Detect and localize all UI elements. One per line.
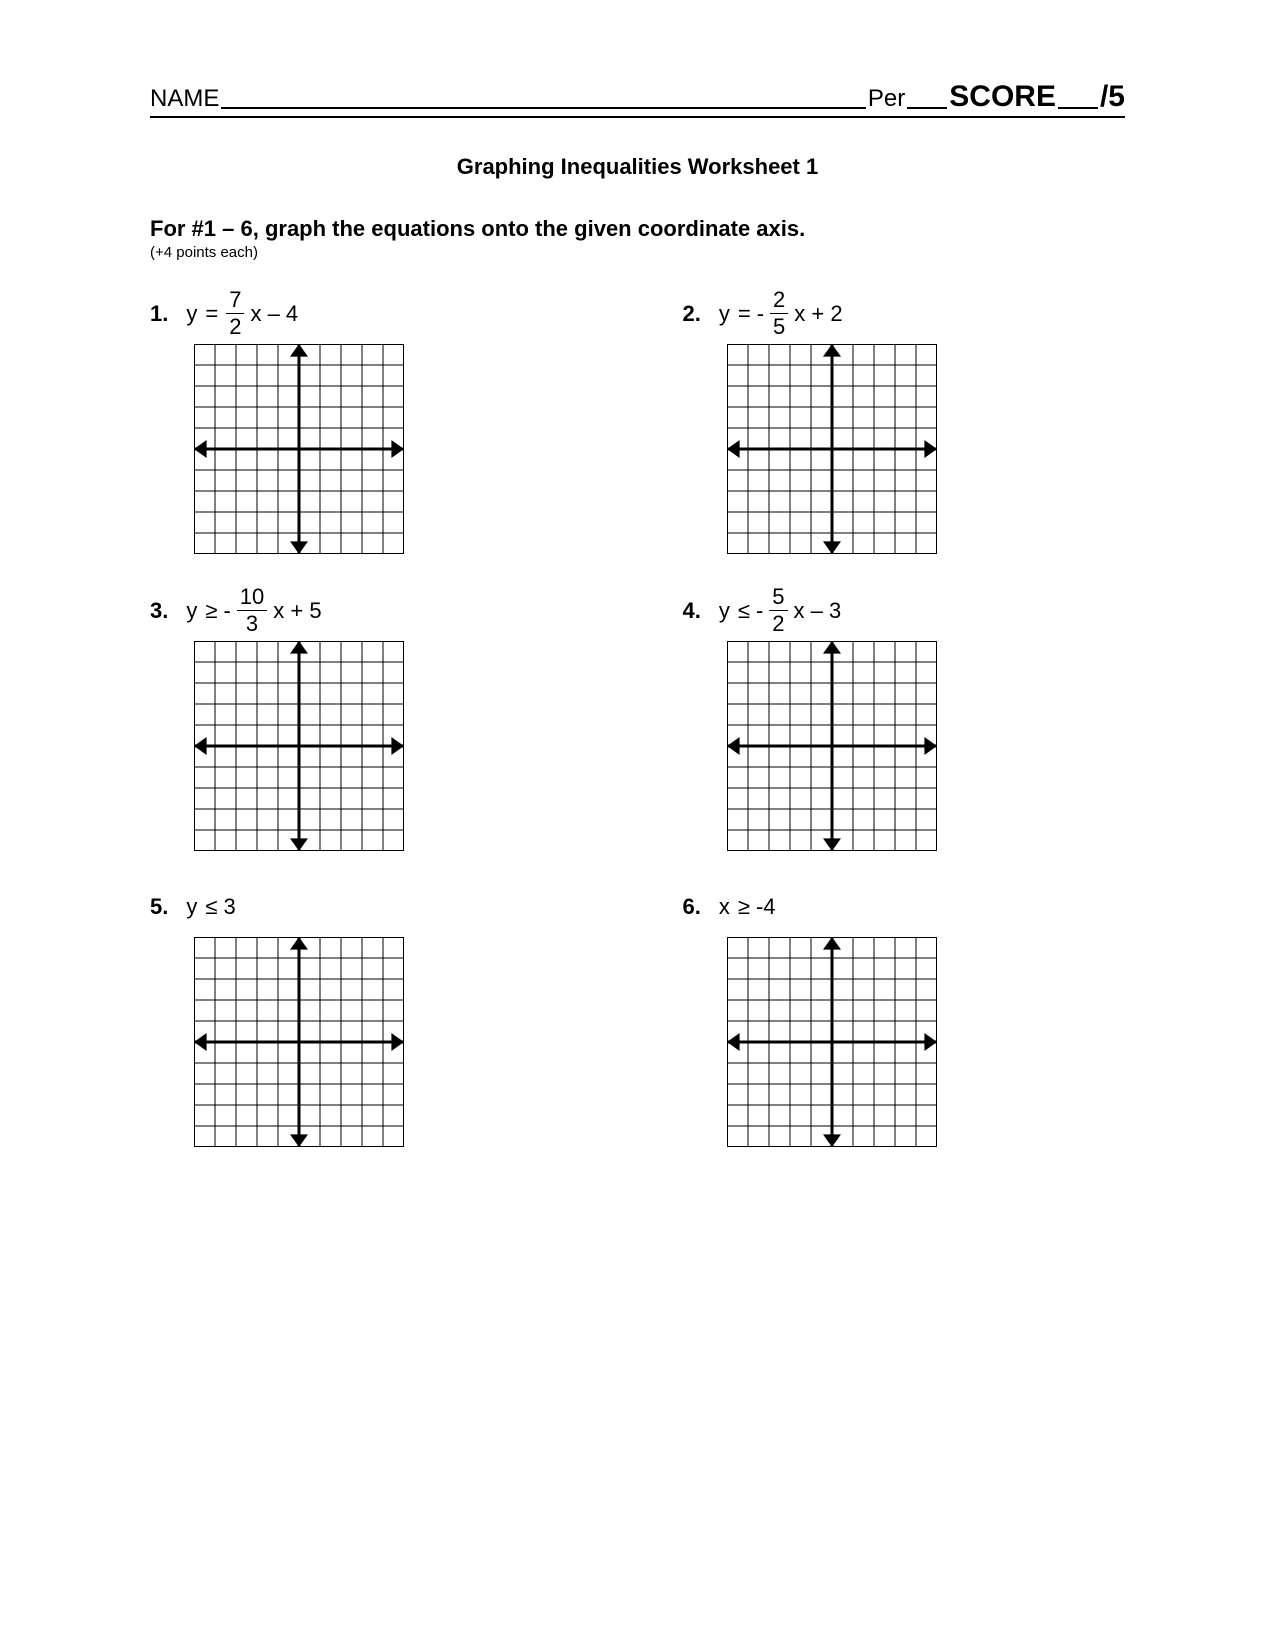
- fraction-numerator: 5: [769, 586, 787, 608]
- header-row: NAME Per SCORE /5: [150, 80, 1125, 114]
- equation: y≥-103x + 5: [186, 586, 321, 635]
- fraction: 103: [237, 586, 267, 635]
- equation-relation: =: [738, 301, 751, 327]
- problem-number: 4.: [683, 598, 701, 624]
- problem-header: 2.y=-25x + 2: [683, 289, 1126, 338]
- score-outof: /5: [1100, 80, 1125, 114]
- equation-tail: -4: [756, 894, 776, 920]
- equation-tail: x + 5: [273, 598, 321, 624]
- equation-lhs: x: [719, 894, 730, 920]
- fraction-numerator: 7: [226, 289, 244, 311]
- problem: 6. x ≥-4: [683, 883, 1126, 1147]
- problem: 1.y=72x – 4: [150, 289, 593, 554]
- problem: 3.y≥-103x + 5: [150, 586, 593, 851]
- problem-header: 5. y ≤3: [150, 883, 593, 931]
- negative-sign: -: [757, 301, 764, 327]
- fraction-denominator: 2: [769, 613, 787, 635]
- problem: 4.y≤-52x – 3: [683, 586, 1126, 851]
- negative-sign: -: [756, 598, 763, 624]
- equation-relation: =: [205, 301, 218, 327]
- problem: 5. y ≤3: [150, 883, 593, 1147]
- period-label: Per: [868, 85, 905, 113]
- equation-tail: x – 4: [250, 301, 298, 327]
- equation: y ≤3: [186, 894, 235, 920]
- problem-number: 5.: [150, 894, 168, 920]
- fraction: 72: [226, 289, 244, 338]
- equation: y=72x – 4: [186, 289, 298, 338]
- coordinate-plane-wrap: [194, 937, 593, 1147]
- coordinate-plane-wrap: [727, 641, 1126, 851]
- fraction-denominator: 5: [770, 316, 788, 338]
- equation-lhs: y: [186, 894, 197, 920]
- equation-tail: 3: [223, 894, 235, 920]
- coordinate-plane: [727, 641, 937, 851]
- score-blank[interactable]: [1058, 85, 1098, 109]
- period-blank[interactable]: [907, 85, 947, 109]
- name-label: NAME: [150, 85, 219, 113]
- coordinate-plane: [194, 641, 404, 851]
- problem-number: 6.: [683, 894, 701, 920]
- coordinate-plane: [727, 937, 937, 1147]
- problem-header: 1.y=72x – 4: [150, 289, 593, 338]
- problem-header: 6. x ≥-4: [683, 883, 1126, 931]
- fraction-denominator: 3: [243, 613, 261, 635]
- equation-tail: x + 2: [794, 301, 842, 327]
- equation-lhs: y: [186, 598, 197, 624]
- coordinate-plane: [727, 344, 937, 554]
- score-label: SCORE: [949, 80, 1056, 114]
- equation-relation: ≤: [205, 894, 217, 920]
- problem-header: 4.y≤-52x – 3: [683, 586, 1126, 635]
- worksheet-title: Graphing Inequalities Worksheet 1: [150, 154, 1125, 180]
- fraction-numerator: 2: [770, 289, 788, 311]
- coordinate-plane: [194, 344, 404, 554]
- header-rule: [150, 116, 1125, 118]
- instructions: For #1 – 6, graph the equations onto the…: [150, 216, 1125, 242]
- fraction-denominator: 2: [226, 316, 244, 338]
- equation: y=-25x + 2: [719, 289, 843, 338]
- negative-sign: -: [223, 598, 230, 624]
- problems-grid: 1.y=72x – 42.y=-25x + 23.y≥-103x + 54.y≤…: [150, 289, 1125, 1147]
- name-blank[interactable]: [221, 85, 866, 109]
- worksheet-page: NAME Per SCORE /5 Graphing Inequalities …: [0, 0, 1275, 1650]
- problem-number: 2.: [683, 301, 701, 327]
- equation-lhs: y: [719, 598, 730, 624]
- equation-relation: ≤: [738, 598, 750, 624]
- equation-relation: ≥: [738, 894, 750, 920]
- coordinate-plane-wrap: [727, 937, 1126, 1147]
- problem: 2.y=-25x + 2: [683, 289, 1126, 554]
- equation-lhs: y: [719, 301, 730, 327]
- coordinate-plane-wrap: [194, 641, 593, 851]
- coordinate-plane-wrap: [194, 344, 593, 554]
- problem-header: 3.y≥-103x + 5: [150, 586, 593, 635]
- equation: x ≥-4: [719, 894, 776, 920]
- fraction: 25: [770, 289, 788, 338]
- fraction: 52: [769, 586, 787, 635]
- equation-tail: x – 3: [794, 598, 842, 624]
- coordinate-plane: [194, 937, 404, 1147]
- problem-number: 3.: [150, 598, 168, 624]
- equation: y≤-52x – 3: [719, 586, 841, 635]
- equation-lhs: y: [186, 301, 197, 327]
- coordinate-plane-wrap: [727, 344, 1126, 554]
- equation-relation: ≥: [205, 598, 217, 624]
- points-note: (+4 points each): [150, 244, 1125, 261]
- fraction-numerator: 10: [237, 586, 267, 608]
- problem-number: 1.: [150, 301, 168, 327]
